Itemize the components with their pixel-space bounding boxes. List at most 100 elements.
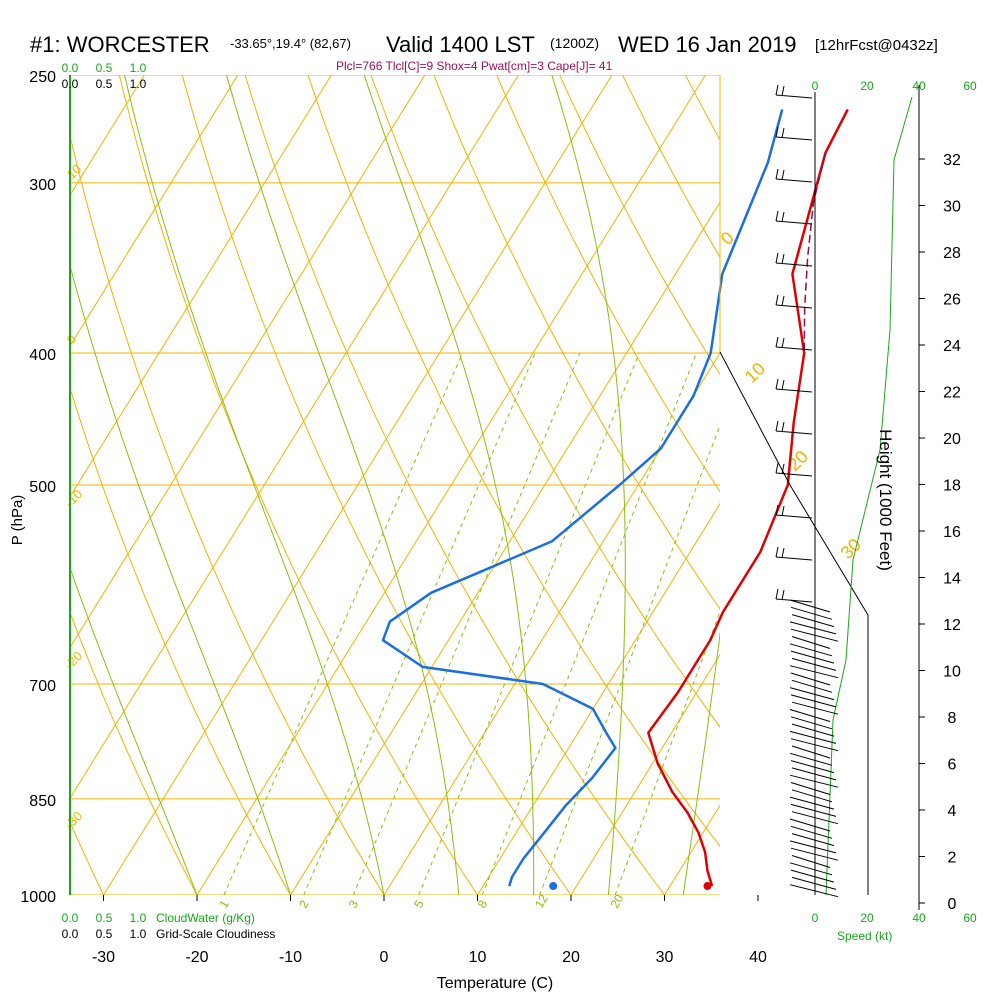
wind-barb-flag bbox=[781, 589, 785, 601]
cloud-scale-bottom-green: 0.5 bbox=[96, 911, 113, 925]
temp-tick-label: 10 bbox=[469, 949, 487, 966]
p-axis-title: P (hPa) bbox=[9, 495, 26, 546]
height-tick-label: 20 bbox=[943, 431, 961, 448]
height-tick-label: 14 bbox=[943, 571, 961, 588]
dry-adiabat-line bbox=[70, 386, 291, 895]
cloudiness-label: Grid-Scale Cloudiness bbox=[156, 927, 275, 941]
wind-barb-flag bbox=[781, 169, 785, 181]
dry-adiabat-line bbox=[0, 75, 10, 895]
dry-adiabat-line bbox=[70, 133, 385, 895]
parcel-series bbox=[803, 152, 827, 354]
wind-barb-low bbox=[790, 803, 837, 817]
mixing-ratio-line bbox=[418, 352, 640, 895]
wind-barb-low bbox=[789, 796, 835, 810]
mixing-ratio-label: 3 bbox=[346, 897, 362, 910]
cloud-scale-top-green: 1.0 bbox=[130, 61, 147, 75]
isotherm-label: 30 bbox=[837, 535, 865, 563]
wind-barb-low bbox=[789, 687, 835, 701]
wind-barb bbox=[775, 556, 813, 561]
wind-barb-low bbox=[791, 636, 831, 649]
moist-adiabat-line bbox=[682, 630, 720, 895]
cloud-scale-top-black: 0.5 bbox=[96, 77, 113, 91]
temp-tick-label: 0 bbox=[380, 949, 389, 966]
wind-barb-flag bbox=[781, 505, 785, 517]
height-tick-label: 30 bbox=[943, 199, 961, 216]
cloud-scale-top-green: 0.5 bbox=[96, 61, 113, 75]
moist-adiabat-line bbox=[70, 263, 291, 895]
speed-tick-top: 20 bbox=[860, 79, 874, 93]
temp-tick-label: -20 bbox=[185, 949, 208, 966]
pressure-tick-label: 300 bbox=[29, 177, 56, 194]
speed-label: Speed (kt) bbox=[837, 929, 892, 943]
pressure-tick-label: 1000 bbox=[20, 889, 56, 906]
speed-tick-bottom: 20 bbox=[860, 911, 874, 925]
wind-barb bbox=[775, 178, 813, 183]
isotherm-line bbox=[477, 502, 720, 895]
isotherm-line bbox=[70, 75, 332, 498]
temperature-series bbox=[647, 108, 849, 887]
pressure-tick-label: 700 bbox=[29, 678, 56, 695]
wind-barb-flag bbox=[775, 546, 779, 558]
wind-barb-low bbox=[789, 752, 833, 766]
height-tick-label: 10 bbox=[943, 664, 961, 681]
speed-tick-top: 0 bbox=[812, 79, 819, 93]
isotherm-line bbox=[290, 201, 720, 895]
wind-barb-low bbox=[791, 723, 835, 737]
wind-barb-flag bbox=[775, 210, 779, 222]
stability-indices: Plcl=766 Tlcl[C]=9 Shox=4 Pwat[cm]=3 Cap… bbox=[336, 59, 613, 73]
axes: 25030040050070085010000.00.00.00.00.50.5… bbox=[20, 61, 977, 966]
moist-adiabat-line bbox=[226, 75, 460, 895]
wind-barb-flag bbox=[775, 294, 779, 306]
wind-barb-low bbox=[790, 716, 833, 730]
mixing-ratio-line bbox=[614, 610, 720, 895]
speed-tick-bottom: 0 bbox=[812, 911, 819, 925]
moist-adiabat-line bbox=[70, 566, 198, 895]
height-tick-label: 22 bbox=[943, 385, 961, 402]
mixing-ratio-line bbox=[481, 352, 697, 895]
wind-barb-low bbox=[790, 782, 831, 795]
wind-barb-low bbox=[791, 855, 831, 868]
mixing-ratio-line bbox=[303, 352, 536, 895]
mixing-ratio-line bbox=[223, 352, 463, 895]
wind-barb-low bbox=[790, 825, 833, 839]
wind-barb-low bbox=[791, 701, 839, 715]
wind-barb-low bbox=[790, 847, 839, 861]
wind-barb-low bbox=[790, 606, 833, 620]
pressure-tick-label: 500 bbox=[29, 479, 56, 496]
wind-barb-low bbox=[790, 760, 835, 774]
height-tick-label: 12 bbox=[943, 617, 961, 634]
surface-dewpoint-point bbox=[549, 882, 558, 891]
height-tick-label: 18 bbox=[943, 478, 961, 495]
mixing-ratio-label: 20 bbox=[608, 892, 627, 911]
dry-adiabat-line bbox=[496, 75, 720, 493]
dry-adiabat-line bbox=[748, 75, 1000, 895]
isotherm-label: 10 bbox=[741, 359, 769, 387]
isotherm-line bbox=[70, 75, 239, 347]
wind-barb-low bbox=[789, 840, 837, 854]
height-tick-label: 0 bbox=[948, 896, 957, 913]
height-tick-label: 28 bbox=[943, 245, 961, 262]
cloud-scale-bottom-green: 1.0 bbox=[130, 911, 147, 925]
plot-boundary bbox=[719, 351, 869, 895]
forecast-date: WED 16 Jan 2019 bbox=[618, 32, 797, 57]
cloud-scale-bottom-green: 0.0 bbox=[62, 911, 79, 925]
dry-adiabat-line bbox=[307, 75, 720, 848]
speed-tick-top: 60 bbox=[963, 79, 977, 93]
wind-barb-flag bbox=[781, 379, 785, 391]
wind-barb-low bbox=[789, 665, 839, 679]
dry-adiabat-line bbox=[118, 75, 478, 895]
t-axis-title: Temperature (C) bbox=[437, 975, 553, 992]
cloud-scale-bottom-black: 0.0 bbox=[62, 927, 79, 941]
speed-tick-bottom: 40 bbox=[912, 911, 926, 925]
temp-tick-label: 20 bbox=[562, 949, 580, 966]
wind-barb-low bbox=[790, 869, 835, 883]
dry-adiabat-line bbox=[811, 75, 1000, 895]
surface-temperature-point bbox=[703, 882, 712, 891]
wind-barb-low bbox=[789, 884, 839, 898]
cloud-scale-bottom-black: 1.0 bbox=[130, 927, 147, 941]
temp-tick-label: -10 bbox=[279, 949, 302, 966]
cloud-scale-top-green: 0.0 bbox=[62, 61, 79, 75]
sounding-series bbox=[381, 108, 849, 891]
height-tick-label: 16 bbox=[943, 524, 961, 541]
